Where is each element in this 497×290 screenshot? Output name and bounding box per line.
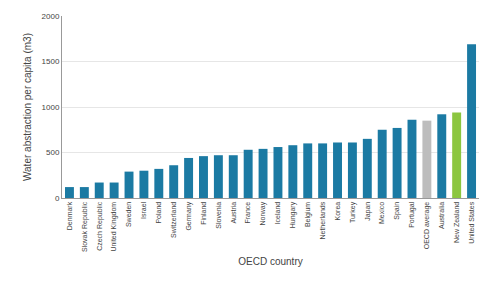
svg-text:Water abstraction per capita (: Water abstraction per capita (m3) (22, 33, 33, 181)
svg-text:Hungary: Hungary (289, 201, 297, 228)
svg-text:1500: 1500 (42, 57, 60, 66)
svg-text:Slovenia: Slovenia (215, 202, 222, 229)
svg-text:Austria: Austria (230, 202, 237, 224)
svg-text:Finland: Finland (200, 202, 207, 225)
svg-text:Turkey: Turkey (349, 201, 357, 223)
svg-text:Germany: Germany (185, 201, 193, 230)
svg-text:Switzerland: Switzerland (170, 202, 177, 238)
svg-text:Czech Republic: Czech Republic (96, 201, 104, 251)
svg-text:France: France (244, 202, 251, 224)
svg-text:500: 500 (46, 148, 60, 157)
svg-text:Iceland: Iceland (274, 202, 281, 225)
svg-text:Slovak Republic: Slovak Republic (81, 201, 89, 252)
svg-text:OECD country: OECD country (238, 256, 302, 267)
svg-text:Belgium: Belgium (304, 202, 312, 227)
svg-text:Norway: Norway (259, 201, 267, 225)
svg-text:2000: 2000 (42, 12, 60, 21)
svg-text:Israel: Israel (140, 201, 147, 219)
svg-text:Japan: Japan (364, 202, 372, 221)
svg-text:Korea: Korea (334, 202, 341, 221)
svg-text:1000: 1000 (42, 103, 60, 112)
svg-text:Mexico: Mexico (378, 202, 385, 224)
svg-text:Poland: Poland (155, 202, 162, 224)
svg-text:0: 0 (55, 194, 60, 203)
svg-text:Sweden: Sweden (125, 202, 132, 227)
svg-text:Netherlands: Netherlands (319, 201, 326, 239)
svg-text:New Zealand: New Zealand (453, 202, 460, 243)
svg-text:OECD average: OECD average (423, 202, 431, 250)
svg-text:Spain: Spain (393, 202, 401, 220)
svg-text:Portugal: Portugal (408, 201, 416, 228)
svg-text:United Kingdom: United Kingdom (110, 202, 118, 252)
svg-text:United States: United States (468, 201, 475, 244)
svg-text:Australia: Australia (438, 202, 445, 229)
svg-text:Denmark: Denmark (66, 201, 73, 230)
